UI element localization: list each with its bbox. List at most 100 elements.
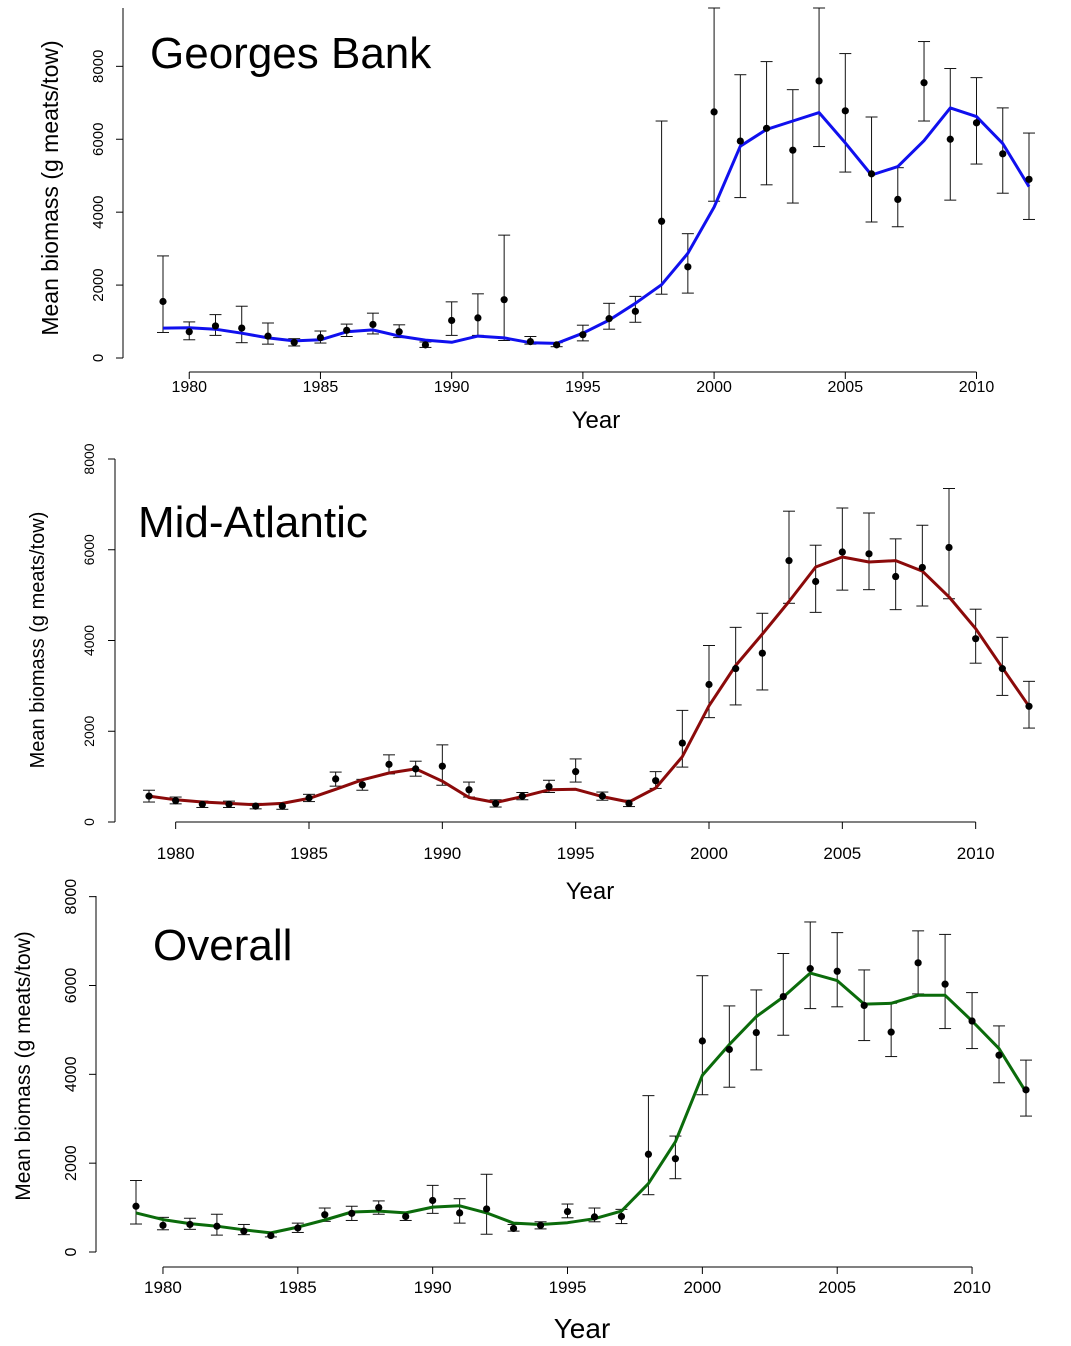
data-point <box>264 332 272 340</box>
data-point <box>252 802 260 810</box>
x-tick-label: 1990 <box>423 844 461 863</box>
data-point <box>343 326 351 334</box>
data-point <box>159 297 167 306</box>
x-tick-label: 1985 <box>279 1278 317 1297</box>
data-point <box>536 1221 545 1229</box>
data-point <box>225 800 233 808</box>
data-point <box>211 322 220 330</box>
data-point <box>999 150 1007 158</box>
panel-title: Mid-Atlantic <box>138 498 368 547</box>
x-tick-label: 1980 <box>171 379 207 396</box>
data-point <box>652 777 660 785</box>
y-axis-title: Mean biomass (g meats/tow) <box>27 512 49 769</box>
y-axis-title: Mean biomass (g meats/tow) <box>37 40 63 335</box>
data-point <box>492 799 500 807</box>
x-tick-label: 2010 <box>959 379 995 396</box>
data-point <box>358 781 366 789</box>
data-point <box>644 1150 653 1158</box>
fitted-line <box>148 555 1031 807</box>
x-axis-title: Year <box>554 1313 611 1344</box>
x-tick-label: 2005 <box>818 1278 856 1297</box>
data-point <box>946 135 954 143</box>
data-point <box>1025 702 1033 710</box>
data-point <box>758 649 766 657</box>
data-point <box>316 333 325 342</box>
data-point <box>658 217 666 225</box>
data-point <box>833 967 841 975</box>
error-bar <box>734 74 747 199</box>
data-point <box>198 800 206 808</box>
x-tick-label: 1995 <box>565 379 601 396</box>
data-point <box>815 77 823 85</box>
data-point <box>736 137 744 145</box>
data-point <box>159 1221 167 1229</box>
data-point <box>671 1155 679 1163</box>
error-bar <box>813 7 826 148</box>
data-point <box>762 124 771 132</box>
data-point <box>213 1222 221 1230</box>
data-point <box>369 320 377 329</box>
data-point <box>429 1196 437 1205</box>
data-point <box>617 1212 626 1221</box>
data-point <box>684 263 692 271</box>
data-point <box>238 324 246 332</box>
data-point <box>186 1220 194 1229</box>
y-tick-label: 4000 <box>63 1056 80 1092</box>
x-tick-label: 2010 <box>953 1278 991 1297</box>
error-bar <box>708 7 721 202</box>
x-tick-label: 1980 <box>144 1278 182 1297</box>
data-point <box>785 557 793 565</box>
data-point <box>240 1227 248 1235</box>
data-point <box>605 315 613 323</box>
data-point <box>920 79 928 87</box>
error-bar <box>498 234 511 341</box>
panel-title: Overall <box>153 921 292 970</box>
data-point <box>321 1211 329 1219</box>
data-point <box>563 1207 572 1216</box>
data-point <box>421 341 430 349</box>
y-tick-label: 0 <box>90 354 107 362</box>
y-tick-label: 6000 <box>63 968 80 1004</box>
data-point <box>332 775 340 783</box>
y-tick-label: 2000 <box>90 268 107 301</box>
x-tick-label: 2000 <box>690 844 728 863</box>
x-tick-label: 1990 <box>414 1278 452 1297</box>
data-point <box>972 635 980 643</box>
error-bar <box>760 61 773 186</box>
data-point <box>806 965 814 973</box>
data-point <box>705 680 713 689</box>
error-bar <box>786 89 799 204</box>
x-tick-label: 1985 <box>290 844 328 863</box>
data-point <box>290 338 298 346</box>
data-point <box>998 665 1006 673</box>
y-tick-label: 0 <box>63 1247 80 1256</box>
data-point <box>474 314 482 322</box>
error-bar <box>943 487 955 600</box>
data-point <box>918 563 926 572</box>
y-axis-title: Mean biomass (g meats/tow) <box>12 931 35 1201</box>
data-point <box>887 1028 895 1036</box>
data-point <box>132 1202 140 1210</box>
y-tick-label: 8000 <box>63 879 80 915</box>
data-point <box>725 1045 733 1054</box>
data-point <box>698 1037 706 1045</box>
fitted-line <box>162 106 1031 345</box>
data-point <box>278 802 286 810</box>
data-point <box>941 980 949 988</box>
data-point <box>465 786 473 794</box>
fitted-line <box>135 971 1028 1235</box>
data-point <box>625 799 633 807</box>
data-point <box>348 1209 356 1217</box>
y-tick-label: 4000 <box>81 625 97 656</box>
data-point <box>1022 1086 1030 1094</box>
data-point <box>1025 175 1033 183</box>
chart-panel: 0 2000 4000 6000 8000 1980 1985 1990 1995 2000 200… <box>12 879 1032 1344</box>
data-point <box>385 760 393 768</box>
data-point <box>545 783 553 791</box>
x-tick-label: 2005 <box>823 844 861 863</box>
x-tick-label: 1990 <box>434 379 470 396</box>
data-point <box>914 959 922 967</box>
data-point <box>402 1212 410 1221</box>
data-point <box>509 1224 518 1233</box>
